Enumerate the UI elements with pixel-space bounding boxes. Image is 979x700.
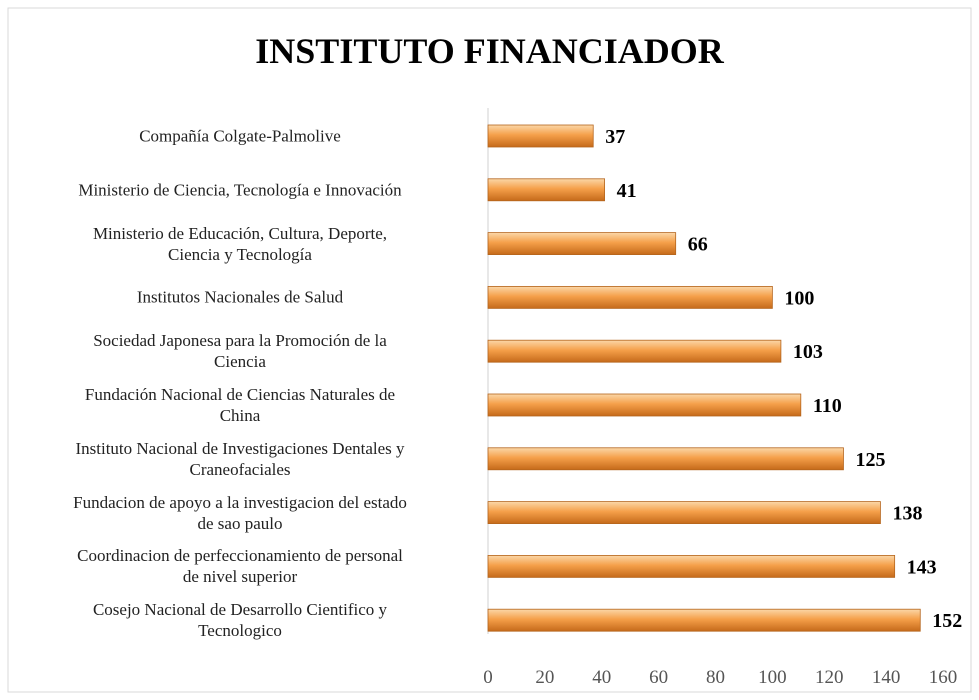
bar bbox=[487, 178, 605, 202]
x-tick-label: 60 bbox=[649, 667, 668, 688]
x-tick-label: 100 bbox=[758, 667, 787, 688]
bar bbox=[487, 124, 594, 148]
x-tick-label: 160 bbox=[929, 667, 958, 688]
data-label: 125 bbox=[855, 449, 885, 471]
bar bbox=[487, 339, 782, 363]
chart-title: INSTITUTO FINANCIADOR bbox=[255, 31, 724, 71]
bar bbox=[487, 393, 802, 417]
data-label: 41 bbox=[617, 180, 637, 202]
y-tick-label: Ministerio de Educación, Cultura, Deport… bbox=[92, 223, 388, 264]
data-label: 66 bbox=[688, 234, 708, 256]
x-tick-label: 40 bbox=[592, 667, 611, 688]
bar bbox=[487, 555, 896, 578]
bar bbox=[487, 501, 881, 525]
data-label: 100 bbox=[784, 287, 814, 309]
y-tick-label: Institutos Nacionales de Salud bbox=[136, 287, 344, 307]
data-label: 143 bbox=[907, 556, 937, 578]
y-tick-label: Coordinacion de perfeccionamiento de per… bbox=[77, 546, 403, 587]
chart-border bbox=[7, 7, 972, 693]
bar bbox=[487, 608, 921, 632]
x-tick-label: 140 bbox=[872, 667, 901, 688]
data-label: 110 bbox=[813, 395, 842, 417]
y-tick-label: Cosejo Nacional de Desarrollo Cientifico… bbox=[92, 600, 388, 641]
bar bbox=[487, 232, 677, 256]
y-tick-label: Ministerio de Ciencia, Tecnología e Inno… bbox=[78, 180, 402, 200]
bar bbox=[487, 447, 844, 471]
data-label: 152 bbox=[932, 610, 962, 632]
y-tick-label: Fundacion de apoyo a la investigacion de… bbox=[73, 492, 407, 533]
x-tick-label: 80 bbox=[706, 667, 725, 688]
bar bbox=[487, 285, 773, 309]
x-tick-label: 0 bbox=[483, 667, 493, 688]
data-label: 37 bbox=[605, 126, 625, 148]
y-tick-label: Sociedad Japonesa para la Promoción de l… bbox=[93, 331, 387, 372]
y-tick-label: Compañía Colgate-Palmolive bbox=[139, 126, 341, 146]
data-label: 103 bbox=[793, 341, 823, 363]
x-tick-label: 20 bbox=[535, 667, 554, 688]
y-tick-label: Fundación Nacional de Ciencias Naturales… bbox=[84, 385, 396, 425]
data-label: 138 bbox=[892, 503, 922, 525]
y-tick-label: Instituto Nacional de Investigaciones De… bbox=[75, 438, 405, 479]
x-tick-label: 120 bbox=[815, 667, 844, 688]
